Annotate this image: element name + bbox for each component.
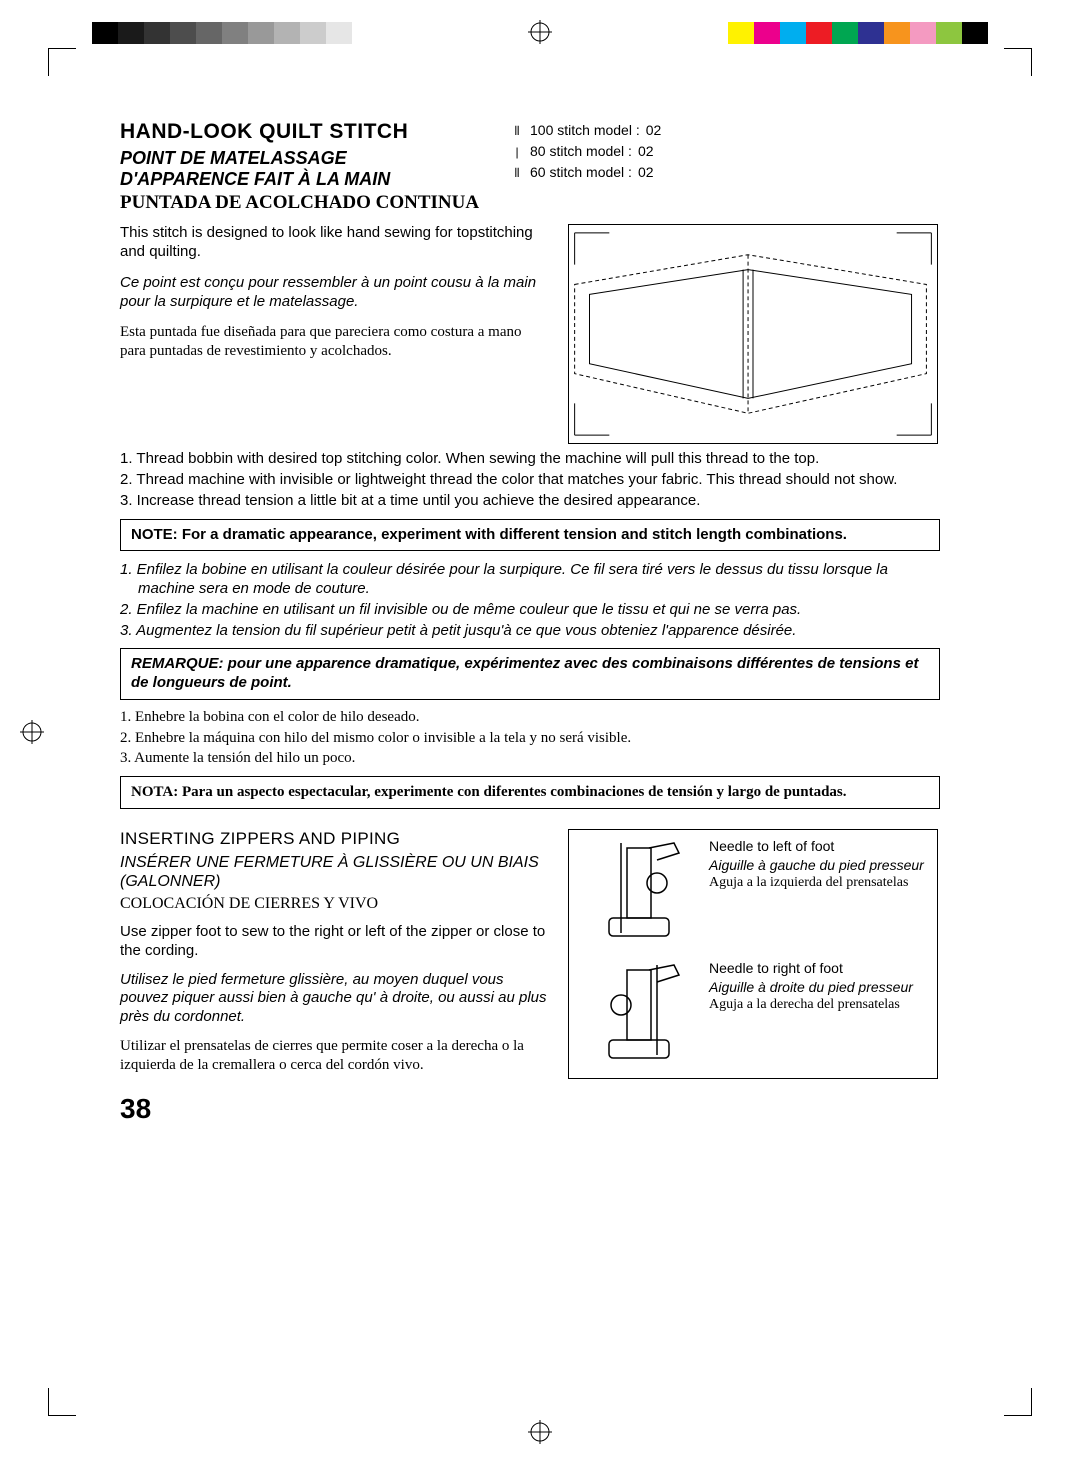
crop-mark (48, 48, 76, 49)
step-item: 3. Augmentez la tension du fil supérieur… (120, 622, 940, 641)
step-item: 3. Increase thread tension a little bit … (120, 492, 940, 511)
color-bar (728, 22, 988, 44)
needle-right-en: Needle to right of foot (709, 960, 843, 976)
swatch (144, 22, 170, 44)
swatch (884, 22, 910, 44)
swatch (910, 22, 936, 44)
crop-mark (1031, 1388, 1032, 1416)
page-number: 38 (120, 1093, 940, 1125)
crop-mark (48, 48, 49, 76)
registration-mark (528, 1420, 552, 1444)
swatch (222, 22, 248, 44)
swatch (806, 22, 832, 44)
note-fr: REMARQUE: pour une apparence dramatique,… (120, 648, 940, 700)
model-row: ⦀60 stitch model :02 (510, 162, 661, 183)
swatch (300, 22, 326, 44)
steps-fr: 1. Enfilez la bobine en utilisant la cou… (120, 561, 940, 640)
swatch (858, 22, 884, 44)
needle-left-en: Needle to left of foot (709, 838, 834, 854)
section1-title-fr: POINT DE MATELASSAGE D'APPARENCE FAIT À … (120, 148, 480, 189)
swatch (274, 22, 300, 44)
swatch (352, 22, 378, 44)
crop-mark (48, 1388, 49, 1416)
swatch (936, 22, 962, 44)
swatch (326, 22, 352, 44)
steps-en: 1. Thread bobbin with desired top stitch… (120, 450, 940, 510)
model-row: |80 stitch model :02 (510, 141, 661, 162)
step-item: 2. Enfilez la machine en utilisant un fi… (120, 601, 940, 620)
model-row: ⦀100 stitch model :02 (510, 120, 661, 141)
needle-right-es: Aguja a la derecha del prensatelas (709, 997, 913, 1014)
steps-es: 1. Enhebre la bobina con el color de hil… (120, 708, 940, 768)
swatch (780, 22, 806, 44)
needle-left-es: Aguja a la izquierda del prensatelas (709, 875, 924, 892)
swatch (92, 22, 118, 44)
section1-title-es: PUNTADA DE ACOLCHADO CONTINUA (120, 193, 480, 214)
section1-title-en: HAND-LOOK QUILT STITCH (120, 120, 480, 144)
grayscale-bar (92, 22, 378, 44)
note-en: NOTE: For a dramatic appearance, experim… (120, 519, 940, 552)
needle-left-fr: Aiguille à gauche du pied presseur (709, 857, 924, 874)
section2-title-es: COLOCACIÓN DE CIERRES Y VIVO (120, 895, 550, 913)
crop-mark (1031, 48, 1032, 76)
intro-fr: Ce point est conçu pour ressembler à un … (120, 274, 550, 312)
step-item: 2. Thread machine with invisible or ligh… (120, 471, 940, 490)
crop-mark (48, 1415, 76, 1416)
crop-mark (1004, 48, 1032, 49)
step-item: 3. Aumente la tensión del hilo un poco. (120, 749, 940, 768)
needle-right-icon (579, 960, 699, 1070)
swatch (118, 22, 144, 44)
quilt-diagram (568, 224, 938, 444)
intro-es: Esta puntada fue diseñada para que parec… (120, 323, 550, 361)
needle-left-icon (579, 838, 699, 948)
registration-mark (528, 20, 552, 44)
swatch (962, 22, 988, 44)
step-item: 1. Enfilez la bobine en utilisant la cou… (120, 561, 940, 599)
swatch (248, 22, 274, 44)
section2-title-en: INSERTING ZIPPERS AND PIPING (120, 829, 550, 849)
swatch (832, 22, 858, 44)
note-es: NOTA: Para un aspecto espectacular, expe… (120, 776, 940, 809)
step-item: 2. Enhebre la máquina con hilo del mismo… (120, 729, 940, 748)
registration-mark (20, 720, 44, 744)
page-content: HAND-LOOK QUILT STITCH POINT DE MATELASS… (120, 120, 940, 1125)
section2-title-fr: INSÉRER UNE FERMETURE À GLISSIÈRE OU UN … (120, 853, 550, 891)
swatch (754, 22, 780, 44)
section2-p-fr: Utilisez le pied fermeture glissière, au… (120, 971, 550, 1027)
swatch (196, 22, 222, 44)
swatch (728, 22, 754, 44)
needle-right-fr: Aiguille à droite du pied presseur (709, 979, 913, 996)
step-item: 1. Thread bobbin with desired top stitch… (120, 450, 940, 469)
section2-p-en: Use zipper foot to sew to the right or l… (120, 923, 550, 961)
crop-mark (1004, 1415, 1032, 1416)
step-item: 1. Enhebre la bobina con el color de hil… (120, 708, 940, 727)
swatch (170, 22, 196, 44)
stitch-models-list: ⦀100 stitch model :02|80 stitch model :0… (510, 120, 661, 183)
intro-en: This stitch is designed to look like han… (120, 224, 550, 262)
section2-p-es: Utilizar el prensatelas de cierres que p… (120, 1037, 550, 1075)
zipper-foot-diagram: Needle to left of foot Aiguille à gauche… (568, 829, 938, 1079)
